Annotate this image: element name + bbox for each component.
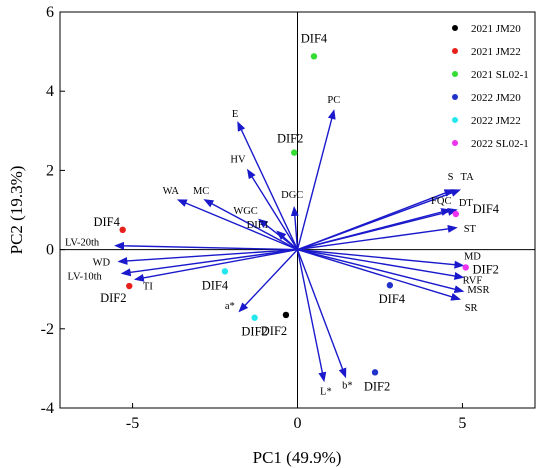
vector-label-dgc: DGC bbox=[281, 190, 303, 201]
point-2021-sl02-1-dif4 bbox=[310, 53, 318, 60]
point-label-2021-jm22-dif4: DIF4 bbox=[93, 215, 120, 229]
point-label-2021-jm20-dif2: DIF2 bbox=[261, 324, 287, 338]
vector-label-l: L* bbox=[320, 386, 332, 397]
vector-arrow-l bbox=[296, 249, 327, 383]
point-2021-jm22-dif2 bbox=[126, 282, 133, 290]
point-2022-jm22-dif2 bbox=[251, 314, 258, 321]
point-label-2022-jm20-dif2: DIF2 bbox=[364, 379, 390, 393]
vector-arrow-dgc bbox=[290, 206, 299, 250]
vector-label-lv-10th: LV-10th bbox=[68, 271, 103, 282]
point-label-2021-jm22-dif2: DIF2 bbox=[100, 291, 126, 305]
x-tick-label: 0 bbox=[294, 415, 302, 432]
point-2021-sl02-1-dif2 bbox=[291, 149, 298, 156]
vector-label-st: ST bbox=[464, 224, 477, 235]
point-label-2022-jm22-dif2: DIF2 bbox=[241, 325, 267, 339]
vector-label-mc: MC bbox=[193, 186, 209, 197]
legend-label-2021-jm22: 2021 JM22 bbox=[471, 46, 521, 58]
vector-arrow-ti bbox=[133, 248, 298, 282]
vector-label-lv-20th: LV-20th bbox=[65, 238, 100, 249]
legend-marker-2022-jm22 bbox=[452, 117, 458, 123]
point-label-2022-jm22-dif4: DIF4 bbox=[202, 278, 229, 292]
legend-label-2022-jm20: 2022 JM20 bbox=[471, 92, 521, 104]
point-label-2022-sl02-1-dif2: DIF2 bbox=[473, 262, 499, 276]
vector-arrow-wd bbox=[117, 248, 298, 265]
vector-label-wd: WD bbox=[93, 257, 111, 268]
legend-marker-2021-jm20 bbox=[452, 25, 458, 31]
legend-marker-2022-sl02-1 bbox=[452, 140, 458, 146]
y-tick-label: -2 bbox=[41, 321, 54, 338]
vector-label-ti: TI bbox=[143, 281, 153, 292]
vector-arrow-lv-20th bbox=[114, 241, 298, 251]
vector-label-dt: DT bbox=[459, 198, 474, 209]
legend-label-2021-jm20: 2021 JM20 bbox=[471, 23, 521, 35]
vector-arrow-ta bbox=[297, 189, 462, 251]
legend-marker-2021-jm22 bbox=[452, 48, 458, 54]
vector-label-sr: SR bbox=[465, 303, 478, 314]
point-2021-jm20-dif2 bbox=[282, 311, 290, 319]
vector-label-fqc: FQC bbox=[431, 196, 451, 207]
vector-label-ta: TA bbox=[461, 172, 475, 183]
y-tick-label: 6 bbox=[46, 4, 54, 21]
y-tick-label: 2 bbox=[46, 162, 54, 179]
y-tick-label: -4 bbox=[41, 400, 54, 417]
vector-arrow-lv-10th bbox=[120, 248, 298, 277]
vector-arrow-st bbox=[297, 224, 458, 251]
zero-lines bbox=[60, 12, 535, 408]
x-axis-title: PC1 (49.9%) bbox=[253, 448, 342, 467]
point-2022-sl02-1-dif2 bbox=[462, 264, 469, 271]
point-label-2021-sl02-1-dif2: DIF2 bbox=[277, 132, 303, 146]
vector-arrow-dt bbox=[297, 208, 458, 251]
point-label-2022-jm20-dif4: DIF4 bbox=[379, 292, 406, 306]
x-tick-label: -5 bbox=[126, 415, 139, 432]
vector-arrow-msr bbox=[297, 248, 465, 294]
point-2022-jm20-dif4 bbox=[386, 282, 394, 289]
vector-arrow-b bbox=[296, 249, 347, 379]
vector-label-b: b* bbox=[342, 380, 353, 391]
vector-label-msr: MSR bbox=[467, 285, 489, 296]
legend-marker-2021-sl02-1 bbox=[452, 71, 458, 77]
vector-label-wgc: WGC bbox=[233, 206, 258, 217]
vector-label-pc: PC bbox=[327, 95, 340, 106]
vector-arrow-md bbox=[297, 248, 465, 269]
vector-arrow-sr bbox=[297, 248, 462, 301]
vector-arrow-wa bbox=[176, 199, 298, 251]
point-label-2022-sl02-1-dif4: DIF4 bbox=[473, 202, 500, 216]
legend-label-2022-sl02-1: 2022 SL02-1 bbox=[471, 138, 529, 150]
point-2022-jm20-dif2 bbox=[371, 369, 379, 376]
legend-marker-2022-jm20 bbox=[452, 94, 458, 100]
vector-label-a: a* bbox=[225, 301, 235, 312]
x-tick-label: 5 bbox=[458, 415, 466, 432]
legend-label-2021-sl02-1: 2021 SL02-1 bbox=[471, 69, 529, 81]
vector-label-s: S bbox=[448, 172, 454, 183]
point-2022-sl02-1-dif4 bbox=[452, 210, 460, 218]
legend-label-2022-jm22: 2022 JM22 bbox=[471, 115, 521, 127]
score-points: DIF2 DIF4 DIF2 DIF4 DIF2 DIF4 DIF2 DIF4 DIF2 DIF4… bbox=[93, 31, 499, 393]
vector-label-rvf: RVF bbox=[463, 275, 483, 286]
vector-arrow-e bbox=[237, 121, 299, 250]
vector-arrow-mc bbox=[203, 199, 298, 251]
legend: 2021 JM20 2021 JM22 2021 SL02-1 2022 JM20 20… bbox=[452, 23, 529, 150]
axis-ticks: -5 0 5 -4 -2 0 2 4 6 bbox=[41, 4, 467, 432]
vector-arrow-rvf bbox=[297, 248, 465, 280]
vector-label-hv: HV bbox=[230, 154, 246, 165]
vector-label-dif1: DIF1 bbox=[247, 220, 269, 231]
point-2022-jm22-dif4 bbox=[221, 268, 229, 275]
vector-label-wa: WA bbox=[163, 186, 180, 197]
y-axis-title: PC2 (19.3%) bbox=[7, 166, 26, 255]
vector-arrow-a bbox=[238, 249, 299, 313]
point-2021-jm22-dif4 bbox=[119, 226, 126, 233]
y-tick-label: 0 bbox=[46, 242, 54, 259]
vector-arrow-hv bbox=[246, 168, 299, 250]
vector-label-md: MD bbox=[464, 251, 481, 262]
vector-arrow-pc bbox=[296, 109, 336, 250]
point-label-2021-sl02-1-dif4: DIF4 bbox=[301, 31, 328, 45]
vector-label-e: E bbox=[232, 109, 238, 120]
y-tick-label: 4 bbox=[46, 83, 54, 100]
vector-arrow-dif1 bbox=[276, 230, 298, 251]
